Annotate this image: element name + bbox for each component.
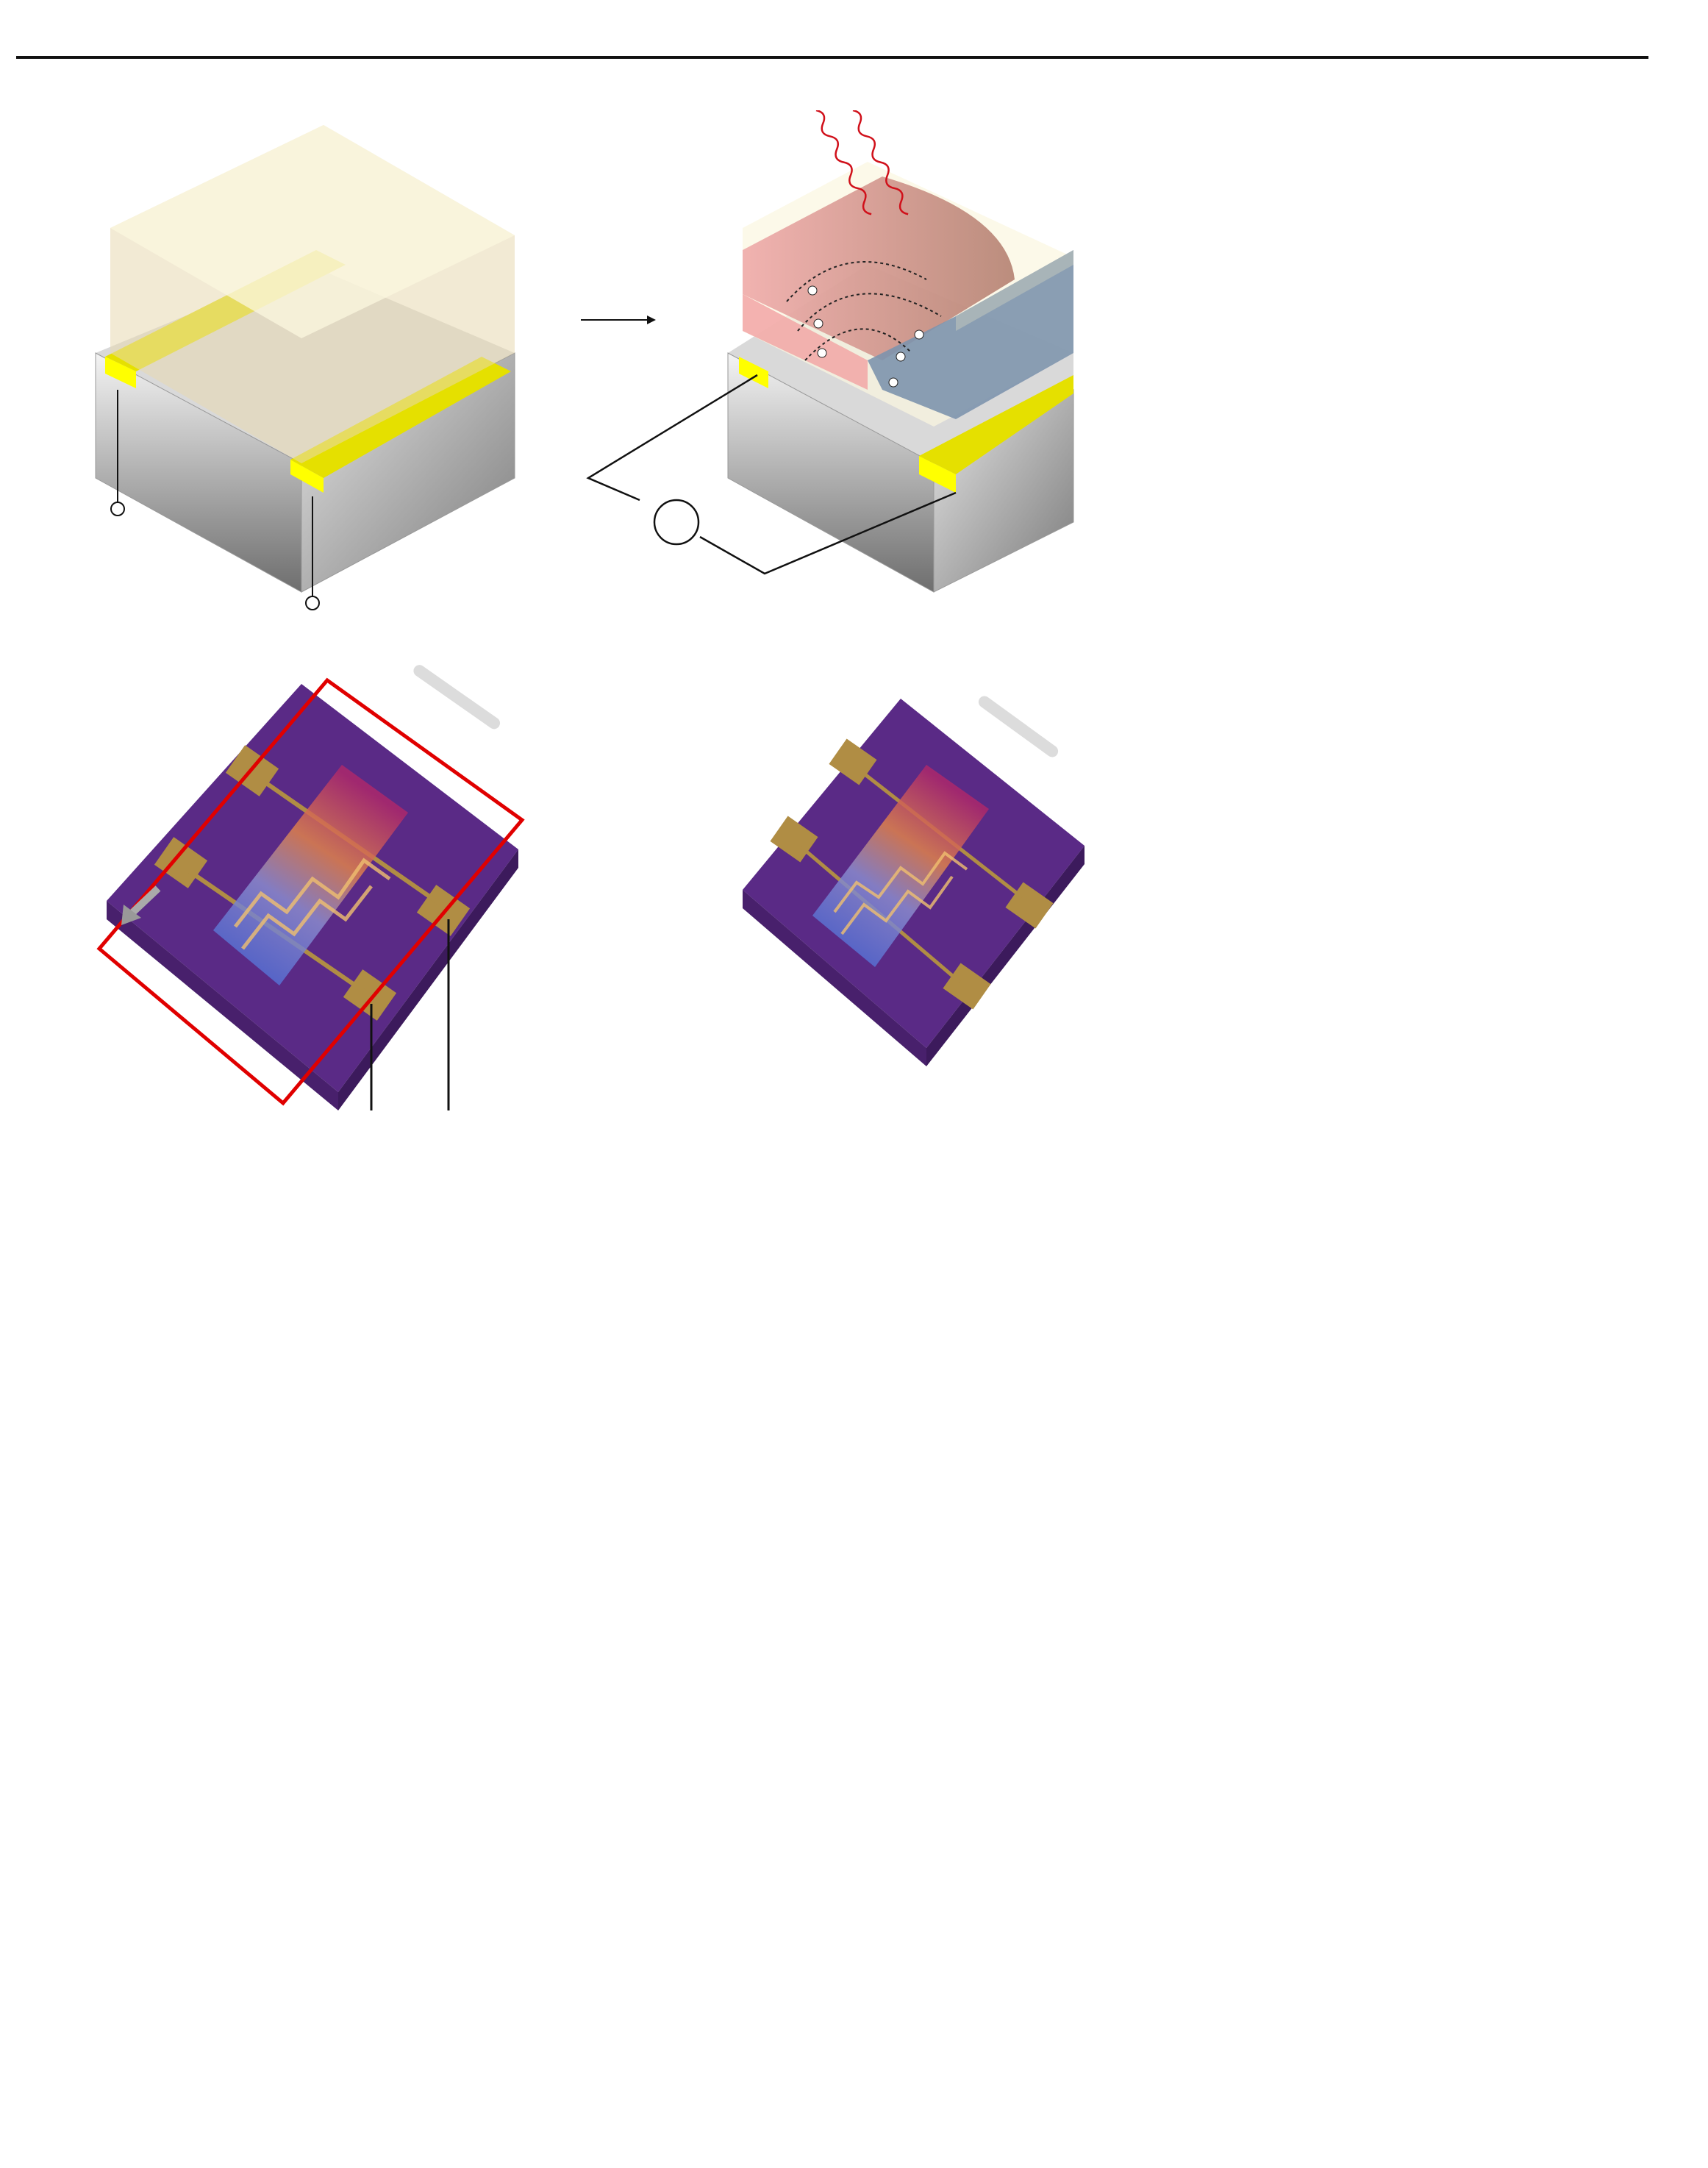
wire-arrow-icon bbox=[121, 885, 161, 925]
panel-a-schematic bbox=[95, 110, 1074, 610]
chart-f-positive-field bbox=[0, 1147, 559, 1574]
d-source-n1 bbox=[684, 737, 768, 761]
chart-g-negative-field bbox=[559, 1147, 1088, 1574]
panel-c-schematic bbox=[96, 665, 525, 1110]
light-rays-icon bbox=[815, 110, 909, 215]
header-rule bbox=[16, 56, 1648, 59]
circuit-wires bbox=[586, 374, 957, 575]
chart-h-iv-curves bbox=[1118, 1147, 1647, 1574]
ammeter-voltmeter-icon bbox=[653, 499, 700, 546]
panel-d-schematic bbox=[743, 696, 1085, 1066]
footer-citation bbox=[16, 2124, 35, 2147]
chart-e-tem-fet bbox=[1147, 677, 1662, 1088]
pn-junction-device bbox=[727, 162, 1074, 593]
journal-header bbox=[16, 10, 31, 50]
transition-arrow-icon bbox=[581, 315, 656, 324]
photoconductor-device bbox=[95, 125, 515, 610]
c-source-n1 bbox=[94, 741, 175, 765]
chart-b-absorbance bbox=[1147, 184, 1662, 596]
